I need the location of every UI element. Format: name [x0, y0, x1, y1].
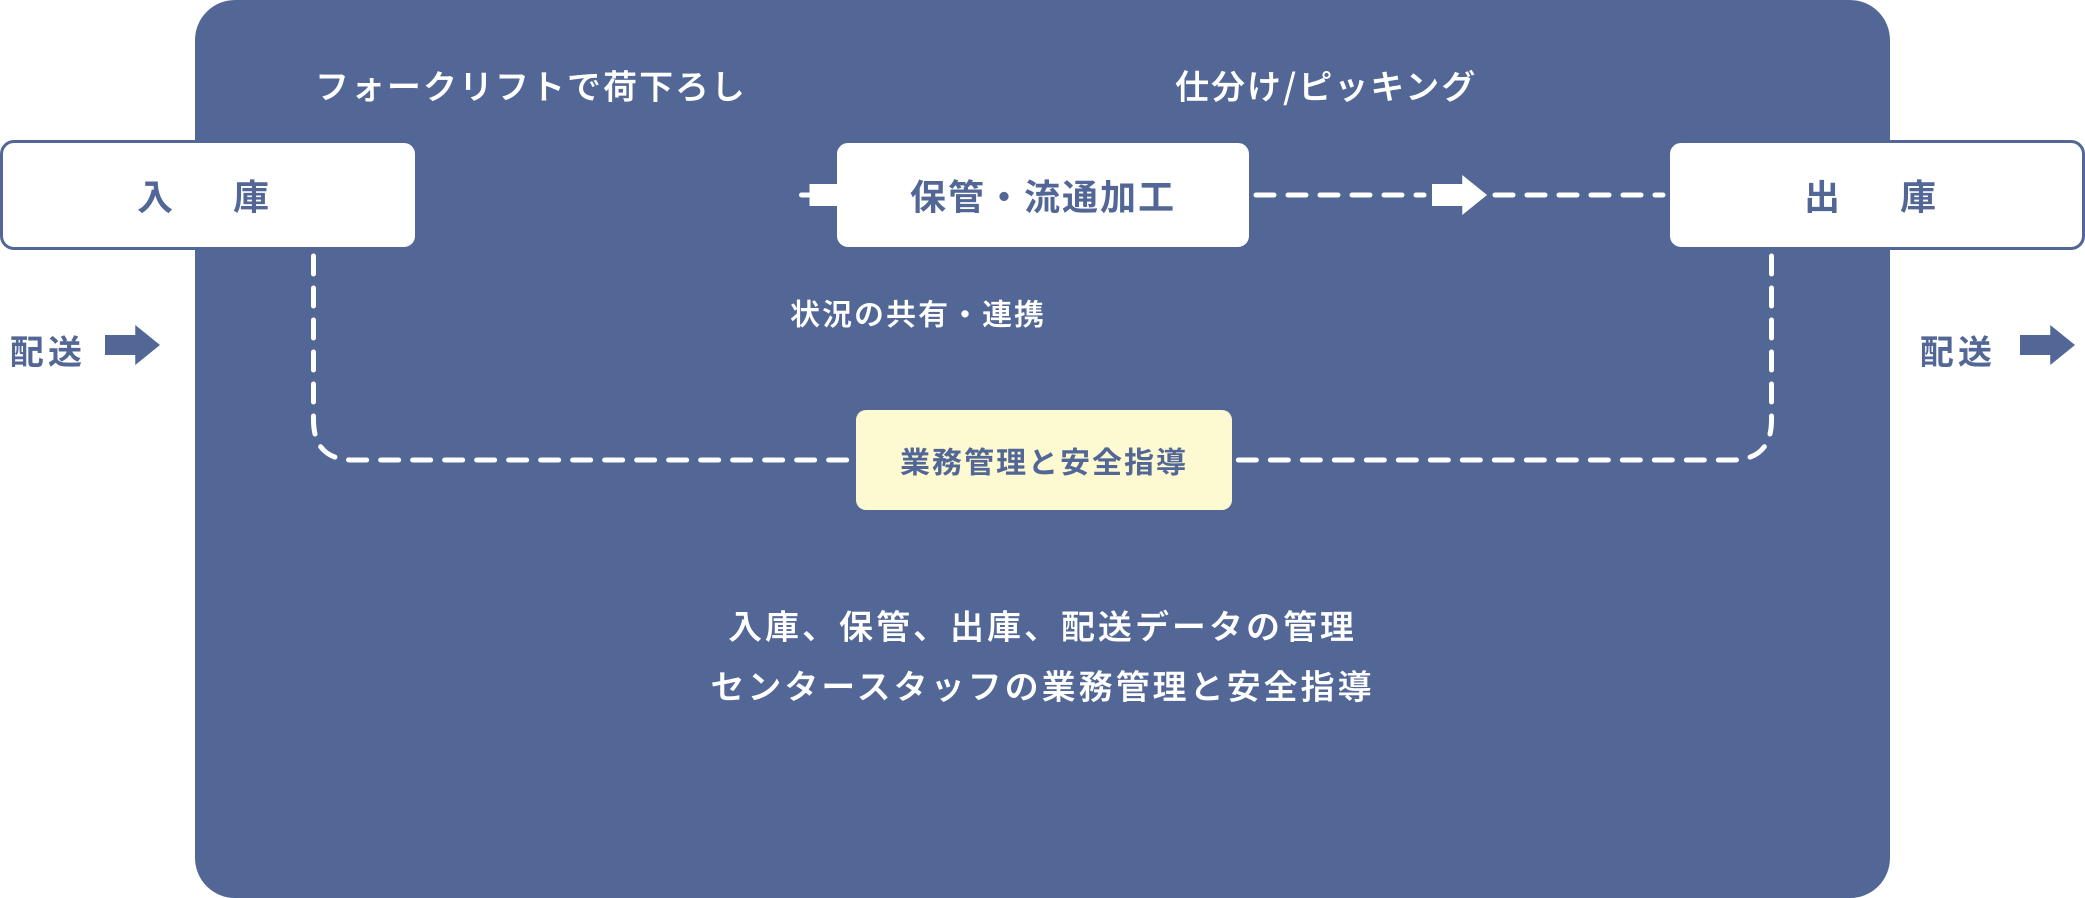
diagram-stage: フォークリフトで荷下ろし 仕分け/ピッキング 入 庫 保管・流通加工 出 庫 状… [0, 0, 2085, 898]
bottom-text-line1: 入庫、保管、出庫、配送データの管理 [195, 600, 1890, 649]
node-management-label: 業務管理と安全指導 [900, 438, 1188, 482]
side-left-label: 配送 [10, 325, 86, 374]
node-inbound: 入 庫 [0, 140, 418, 250]
node-storage-label: 保管・流通加工 [910, 169, 1176, 221]
node-outbound: 出 庫 [1667, 140, 2085, 250]
node-inbound-label: 入 庫 [137, 169, 281, 221]
node-outbound-label: 出 庫 [1804, 169, 1948, 221]
node-storage: 保管・流通加工 [834, 140, 1252, 250]
top-label-sorting: 仕分け/ピッキング [1175, 60, 1477, 109]
side-right-label: 配送 [1920, 325, 1996, 374]
bottom-text-line2: センタースタッフの業務管理と安全指導 [195, 660, 1890, 709]
node-management: 業務管理と安全指導 [856, 410, 1232, 510]
top-label-forklift: フォークリフトで荷下ろし [315, 60, 747, 109]
mid-label-share: 状況の共有・連携 [668, 290, 1168, 334]
